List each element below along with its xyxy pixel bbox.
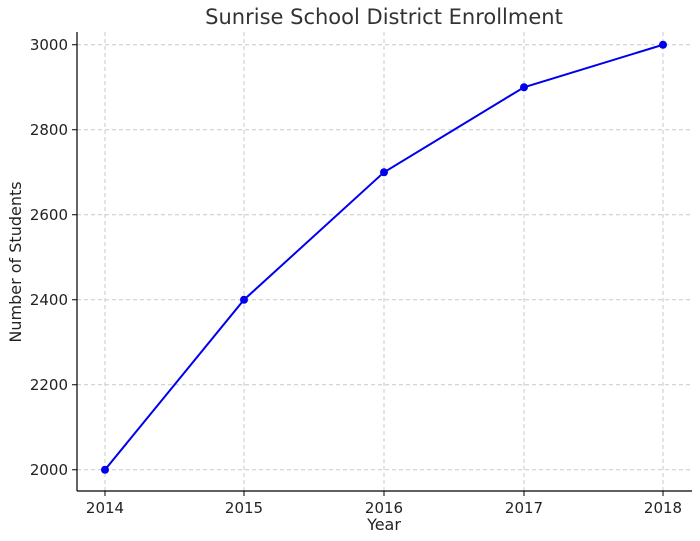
axes-frame [76, 32, 692, 492]
data-point [240, 295, 248, 304]
y-tick-label: 2800 [30, 121, 68, 139]
x-axis-label: Year [366, 515, 401, 534]
x-tick-label: 2014 [86, 499, 124, 517]
y-tick-label: 2000 [30, 461, 68, 479]
y-tick-label: 2200 [30, 376, 68, 394]
chart-title: Sunrise School District Enrollment [205, 5, 563, 29]
y-axis-label: Number of Students [6, 181, 25, 342]
data-point [380, 168, 388, 177]
x-tick-label: 2015 [225, 499, 263, 517]
data-point [520, 83, 528, 92]
data-point [659, 40, 667, 49]
x-tick-label: 2016 [365, 499, 403, 517]
x-tick-label: 2018 [644, 499, 682, 517]
x-tick-label: 2017 [505, 499, 543, 517]
series-layer [101, 40, 667, 474]
y-tick-label: 2600 [30, 206, 68, 224]
grid-lines [77, 32, 692, 491]
y-tick-label: 2400 [30, 291, 68, 309]
axis-ticks: 2014 2015 2016 2017 2018 2000 2200 2400 2600 2800… [30, 36, 682, 517]
y-tick-label: 3000 [30, 36, 68, 54]
data-point [101, 465, 109, 474]
